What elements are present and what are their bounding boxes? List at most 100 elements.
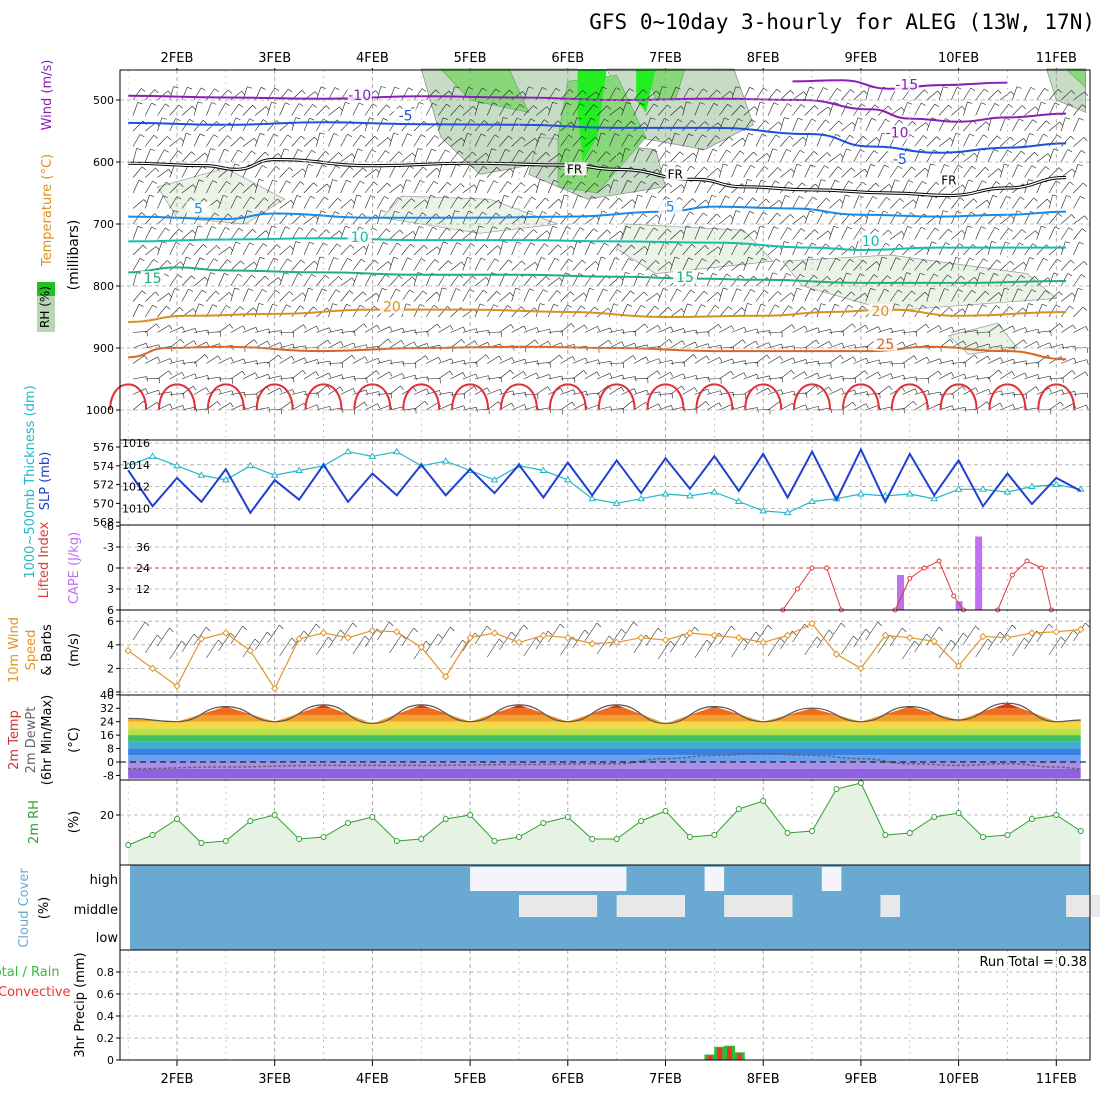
wind-barb bbox=[584, 215, 597, 225]
wind-barb-flag bbox=[139, 134, 145, 138]
wind-barb bbox=[670, 119, 679, 132]
wind-barb bbox=[804, 288, 811, 302]
wind-barb bbox=[316, 406, 330, 411]
wind-barb-flag bbox=[979, 272, 985, 275]
wind-barb bbox=[181, 151, 192, 163]
wind-barb bbox=[706, 103, 715, 116]
wind-barb bbox=[767, 356, 781, 364]
wind-barb-flag bbox=[960, 275, 965, 280]
wind-barb-flag bbox=[838, 120, 843, 125]
wind-barb-flag bbox=[199, 133, 205, 137]
wind-barb-flag bbox=[504, 195, 509, 198]
wind-barb-flag bbox=[643, 291, 648, 296]
wind-barb bbox=[1012, 150, 1022, 163]
wind-barb-flag bbox=[841, 388, 845, 393]
wind-barb-flag bbox=[202, 244, 208, 248]
wind-barb bbox=[853, 357, 867, 364]
wind-barb-flag bbox=[230, 357, 234, 362]
wind-barb bbox=[230, 227, 240, 240]
wind-barb-flag bbox=[747, 179, 753, 182]
wind-barb bbox=[767, 167, 779, 178]
wind10m-barb bbox=[425, 633, 439, 653]
wind-barb-flag bbox=[683, 373, 686, 379]
wind-barb-flag bbox=[894, 179, 900, 182]
wind-barb-flag bbox=[366, 344, 368, 350]
wind-barb bbox=[902, 258, 910, 271]
wind-barb bbox=[816, 257, 823, 271]
wind-barb-flag bbox=[851, 167, 856, 172]
wind-barb-flag bbox=[230, 402, 234, 408]
wind-barb bbox=[670, 328, 684, 333]
wind10m-barb bbox=[914, 633, 927, 653]
wind-barb bbox=[633, 389, 648, 395]
wind-barb-flag bbox=[224, 272, 229, 276]
wind-barb-flag bbox=[492, 226, 498, 229]
wind-barb-flag bbox=[163, 195, 168, 199]
wind10m-barb bbox=[206, 639, 219, 659]
wind-barb bbox=[950, 211, 958, 225]
wind-barb-flag bbox=[1055, 180, 1061, 184]
wind-barb bbox=[596, 105, 608, 116]
wind-barb bbox=[670, 86, 677, 101]
thickness-point bbox=[344, 447, 352, 455]
wind-barb bbox=[1073, 118, 1080, 132]
wind-barb bbox=[230, 103, 240, 116]
wind-barb bbox=[511, 306, 522, 318]
wind-barb bbox=[670, 151, 681, 163]
wind-barb bbox=[364, 370, 377, 380]
wind-barb-flag bbox=[351, 355, 356, 360]
wind-barb-flag bbox=[861, 103, 866, 107]
wind-barb-flag bbox=[276, 244, 281, 249]
wind-barb-flag bbox=[439, 390, 442, 396]
wind-barb bbox=[694, 180, 702, 194]
wind-barb bbox=[181, 133, 187, 147]
wind-barb bbox=[1048, 344, 1063, 349]
wind-barb-flag bbox=[878, 326, 881, 332]
wind-barb bbox=[682, 120, 692, 132]
wind-barb-flag bbox=[974, 354, 978, 359]
wind10m-point bbox=[515, 638, 523, 647]
wind10m-barb-flag bbox=[389, 621, 394, 627]
wind-barb bbox=[377, 261, 389, 271]
wind-barb bbox=[584, 118, 591, 132]
wind-barb bbox=[572, 324, 585, 333]
wind-barb bbox=[450, 228, 461, 240]
wind-barb bbox=[694, 376, 709, 380]
wind-barb-flag bbox=[815, 339, 820, 345]
wind-barb-flag bbox=[510, 324, 514, 329]
wind-barb-flag bbox=[206, 341, 210, 347]
wind-barb-flag bbox=[729, 136, 733, 141]
wind-barb-flag bbox=[644, 246, 649, 251]
wind-barb-flag bbox=[531, 196, 536, 200]
wind-barb bbox=[706, 390, 721, 395]
wind-barb bbox=[474, 289, 484, 302]
wind-barb-flag bbox=[150, 148, 156, 152]
wind-barb-flag bbox=[1084, 91, 1088, 96]
wind-barb bbox=[633, 272, 640, 287]
wind-barb bbox=[486, 121, 498, 132]
wind-barb-flag bbox=[604, 242, 609, 246]
wind-barb bbox=[767, 245, 779, 256]
wind-barb-flag bbox=[178, 104, 183, 109]
wind-barb bbox=[194, 408, 209, 411]
wind-barb bbox=[706, 149, 713, 163]
thickness-point bbox=[710, 488, 719, 495]
wind-barb bbox=[597, 327, 611, 333]
wind-barb bbox=[377, 150, 386, 163]
wind-barb bbox=[1073, 164, 1079, 178]
wind-barb-flag bbox=[136, 148, 142, 151]
wind-barb bbox=[267, 375, 282, 380]
wind-barb-flag bbox=[590, 117, 596, 121]
wind-barb bbox=[279, 356, 292, 364]
wind-barb bbox=[157, 195, 164, 209]
rh2m-point bbox=[222, 838, 229, 844]
wind-barb bbox=[706, 292, 718, 302]
wind-barb bbox=[926, 195, 934, 209]
wind-barb-flag bbox=[197, 101, 203, 104]
wind-barb-flag bbox=[217, 199, 221, 205]
wind10m-barb bbox=[621, 621, 634, 641]
wind-barb bbox=[413, 290, 424, 302]
wind-barb bbox=[389, 340, 402, 349]
wind-barb bbox=[560, 226, 567, 240]
